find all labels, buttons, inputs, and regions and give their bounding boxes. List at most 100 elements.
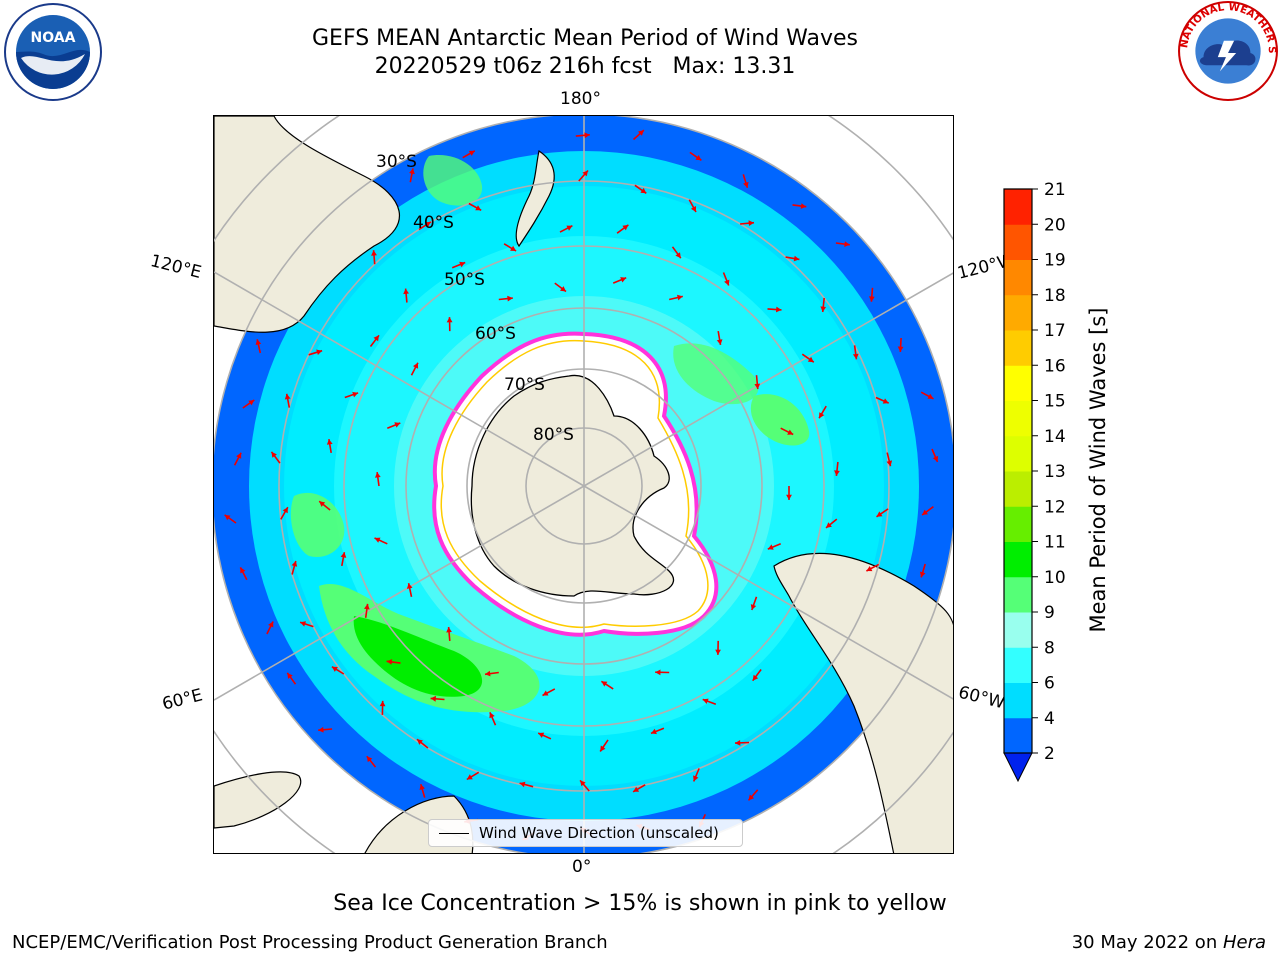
wind-wave-arrow-head: [787, 429, 794, 435]
wind-wave-arrow-head: [820, 306, 827, 312]
colorbar-label: Mean Period of Wind Waves [s]: [1086, 307, 1110, 633]
parallel-label-50s: 50°S: [444, 270, 485, 290]
colorbar-tick-label: 8: [1044, 638, 1055, 658]
colorbar-segment: [1004, 506, 1032, 542]
wind-wave-arrow-head: [620, 277, 627, 283]
wave-patch-west: [290, 492, 345, 557]
colorbar-tick-label: 14: [1044, 427, 1066, 447]
polar-map: [214, 116, 953, 853]
wind-wave-arrow-head: [318, 726, 324, 733]
wind-wave-arrow-head: [326, 439, 333, 445]
wind-wave-arrow-head: [424, 221, 431, 228]
colorbar-tick-label: 15: [1044, 392, 1066, 412]
wind-wave-arrow-head: [240, 567, 246, 574]
wind-wave-arrow-head: [638, 130, 644, 136]
colorbar-segment: [1004, 717, 1032, 754]
wind-wave-arrow-head: [919, 571, 926, 578]
wind-wave-arrow-head: [284, 393, 291, 400]
colorbar-tick-label: 20: [1044, 215, 1066, 235]
wind-wave-arrow-head: [331, 666, 338, 672]
wind-wave-arrow-head: [371, 250, 377, 256]
chart-title: GEFS MEAN Antarctic Mean Period of Wind …: [312, 26, 858, 51]
wind-wave-arrow-head: [519, 781, 526, 788]
map-legend: Wind Wave Direction (unscaled): [428, 819, 743, 847]
wind-wave-arrow-head: [868, 296, 875, 302]
wave-patch-pacific-east: [750, 394, 810, 446]
parallel-label-40s: 40°S: [413, 213, 454, 233]
colorbar-segment: [1004, 224, 1032, 260]
wind-wave-arrow-head: [675, 252, 681, 259]
wind-wave-arrow-head: [430, 695, 436, 702]
wind-wave-arrow-head: [702, 698, 709, 704]
wind-wave-arrow-head: [786, 494, 792, 500]
wind-wave-arrow-head: [580, 780, 586, 787]
wind-wave-arrow-head: [468, 150, 475, 156]
wind-wave-arrow-head: [651, 728, 657, 735]
wind-wave-arrow-head: [876, 511, 883, 517]
wind-wave-arrow-head: [406, 583, 413, 589]
wind-wave-arrow-head: [735, 740, 741, 746]
wind-wave-arrow-head: [271, 451, 277, 458]
wave-patch-tasman: [423, 155, 483, 206]
meridian-label-120e: 120°E: [148, 251, 204, 283]
wind-wave-arrow-head: [319, 501, 326, 507]
wind-wave-arrow-head: [282, 507, 288, 514]
colorbar-segment: [1004, 294, 1032, 331]
wind-wave-arrow-head: [352, 391, 359, 398]
wind-wave-arrow-head: [300, 621, 306, 627]
wind-wave-arrow-head: [538, 732, 545, 738]
colorbar-segment: [1004, 541, 1032, 578]
wind-wave-arrow-head: [582, 170, 588, 177]
wind-wave-arrow-head: [622, 224, 629, 231]
parallel-label-60s: 60°S: [475, 324, 516, 344]
colorbar-tick-label: 11: [1044, 533, 1066, 553]
colorbar-tick-label: 9: [1044, 603, 1055, 623]
wind-wave-arrow-head: [715, 649, 721, 655]
australia-land: [214, 116, 401, 333]
wind-wave-arrow-head: [800, 203, 807, 209]
wind-wave-arrow-head: [366, 756, 373, 763]
wind-wave-arrow-head: [510, 245, 517, 251]
wind-wave-arrow-head: [866, 566, 873, 572]
wind-wave-arrow-head: [886, 460, 893, 467]
wind-wave-arrow-head: [793, 255, 800, 262]
colorbar-tick-label: 2: [1044, 744, 1055, 764]
wind-wave-arrow-head: [640, 187, 647, 194]
colorbar-segment: [1004, 400, 1032, 437]
colorbar-segment: [1004, 576, 1032, 613]
sea-ice-caption: Sea Ice Concentration > 15% is shown in …: [333, 891, 947, 916]
colorbar-ticks: 2 4 6 8 9 10 11 12 13 14 15 16 17 18 19 20 21: [1032, 180, 1066, 764]
wind-wave-arrow-head: [364, 603, 370, 610]
wind-wave-arrow-head: [379, 700, 386, 707]
wind-wave-arrow-head: [507, 295, 513, 302]
wind-wave-arrow-head: [633, 786, 640, 792]
wind-wave-arrow-head: [542, 690, 549, 696]
colorbar-tick-label: 21: [1044, 180, 1066, 200]
wind-wave-arrow-head: [748, 794, 755, 801]
colorbar-segment: [1004, 259, 1032, 296]
wind-wave-arrow-head: [922, 509, 928, 515]
wind-wave-arrow-head: [693, 775, 699, 782]
wind-wave-arrow-head: [566, 225, 573, 231]
wind-wave-arrow-head: [386, 659, 393, 665]
wind-wave-arrow-head: [819, 412, 825, 419]
colorbar-segment: [1004, 365, 1032, 401]
wind-wave-arrow-head: [316, 349, 323, 355]
wind-wave-arrow-head: [882, 398, 889, 404]
colorbar-segment: [1004, 330, 1032, 366]
colorbar-segment: [1004, 435, 1032, 472]
chart-subtitle: 20220529 t06z 216h fcst Max: 13.31: [374, 54, 796, 79]
colorbar-tick-label: 13: [1044, 462, 1066, 482]
wind-wave-arrow-head: [754, 383, 761, 390]
wind-wave-arrow-head: [601, 681, 608, 687]
wind-wave-arrow-head: [752, 674, 759, 681]
wind-wave-arrow-head: [413, 362, 419, 369]
wind-wave-arrow-head: [255, 339, 262, 345]
footer-date-text: 30 May 2022 on: [1071, 932, 1223, 953]
antarctica-land: [470, 374, 675, 597]
wind-wave-arrow-head: [750, 604, 757, 610]
parallel-label-80s: 80°S: [533, 425, 574, 445]
colorbar-segment: [1004, 189, 1032, 225]
wind-wave-arrow-head: [655, 669, 661, 676]
colorbar-segment: [1004, 647, 1032, 683]
